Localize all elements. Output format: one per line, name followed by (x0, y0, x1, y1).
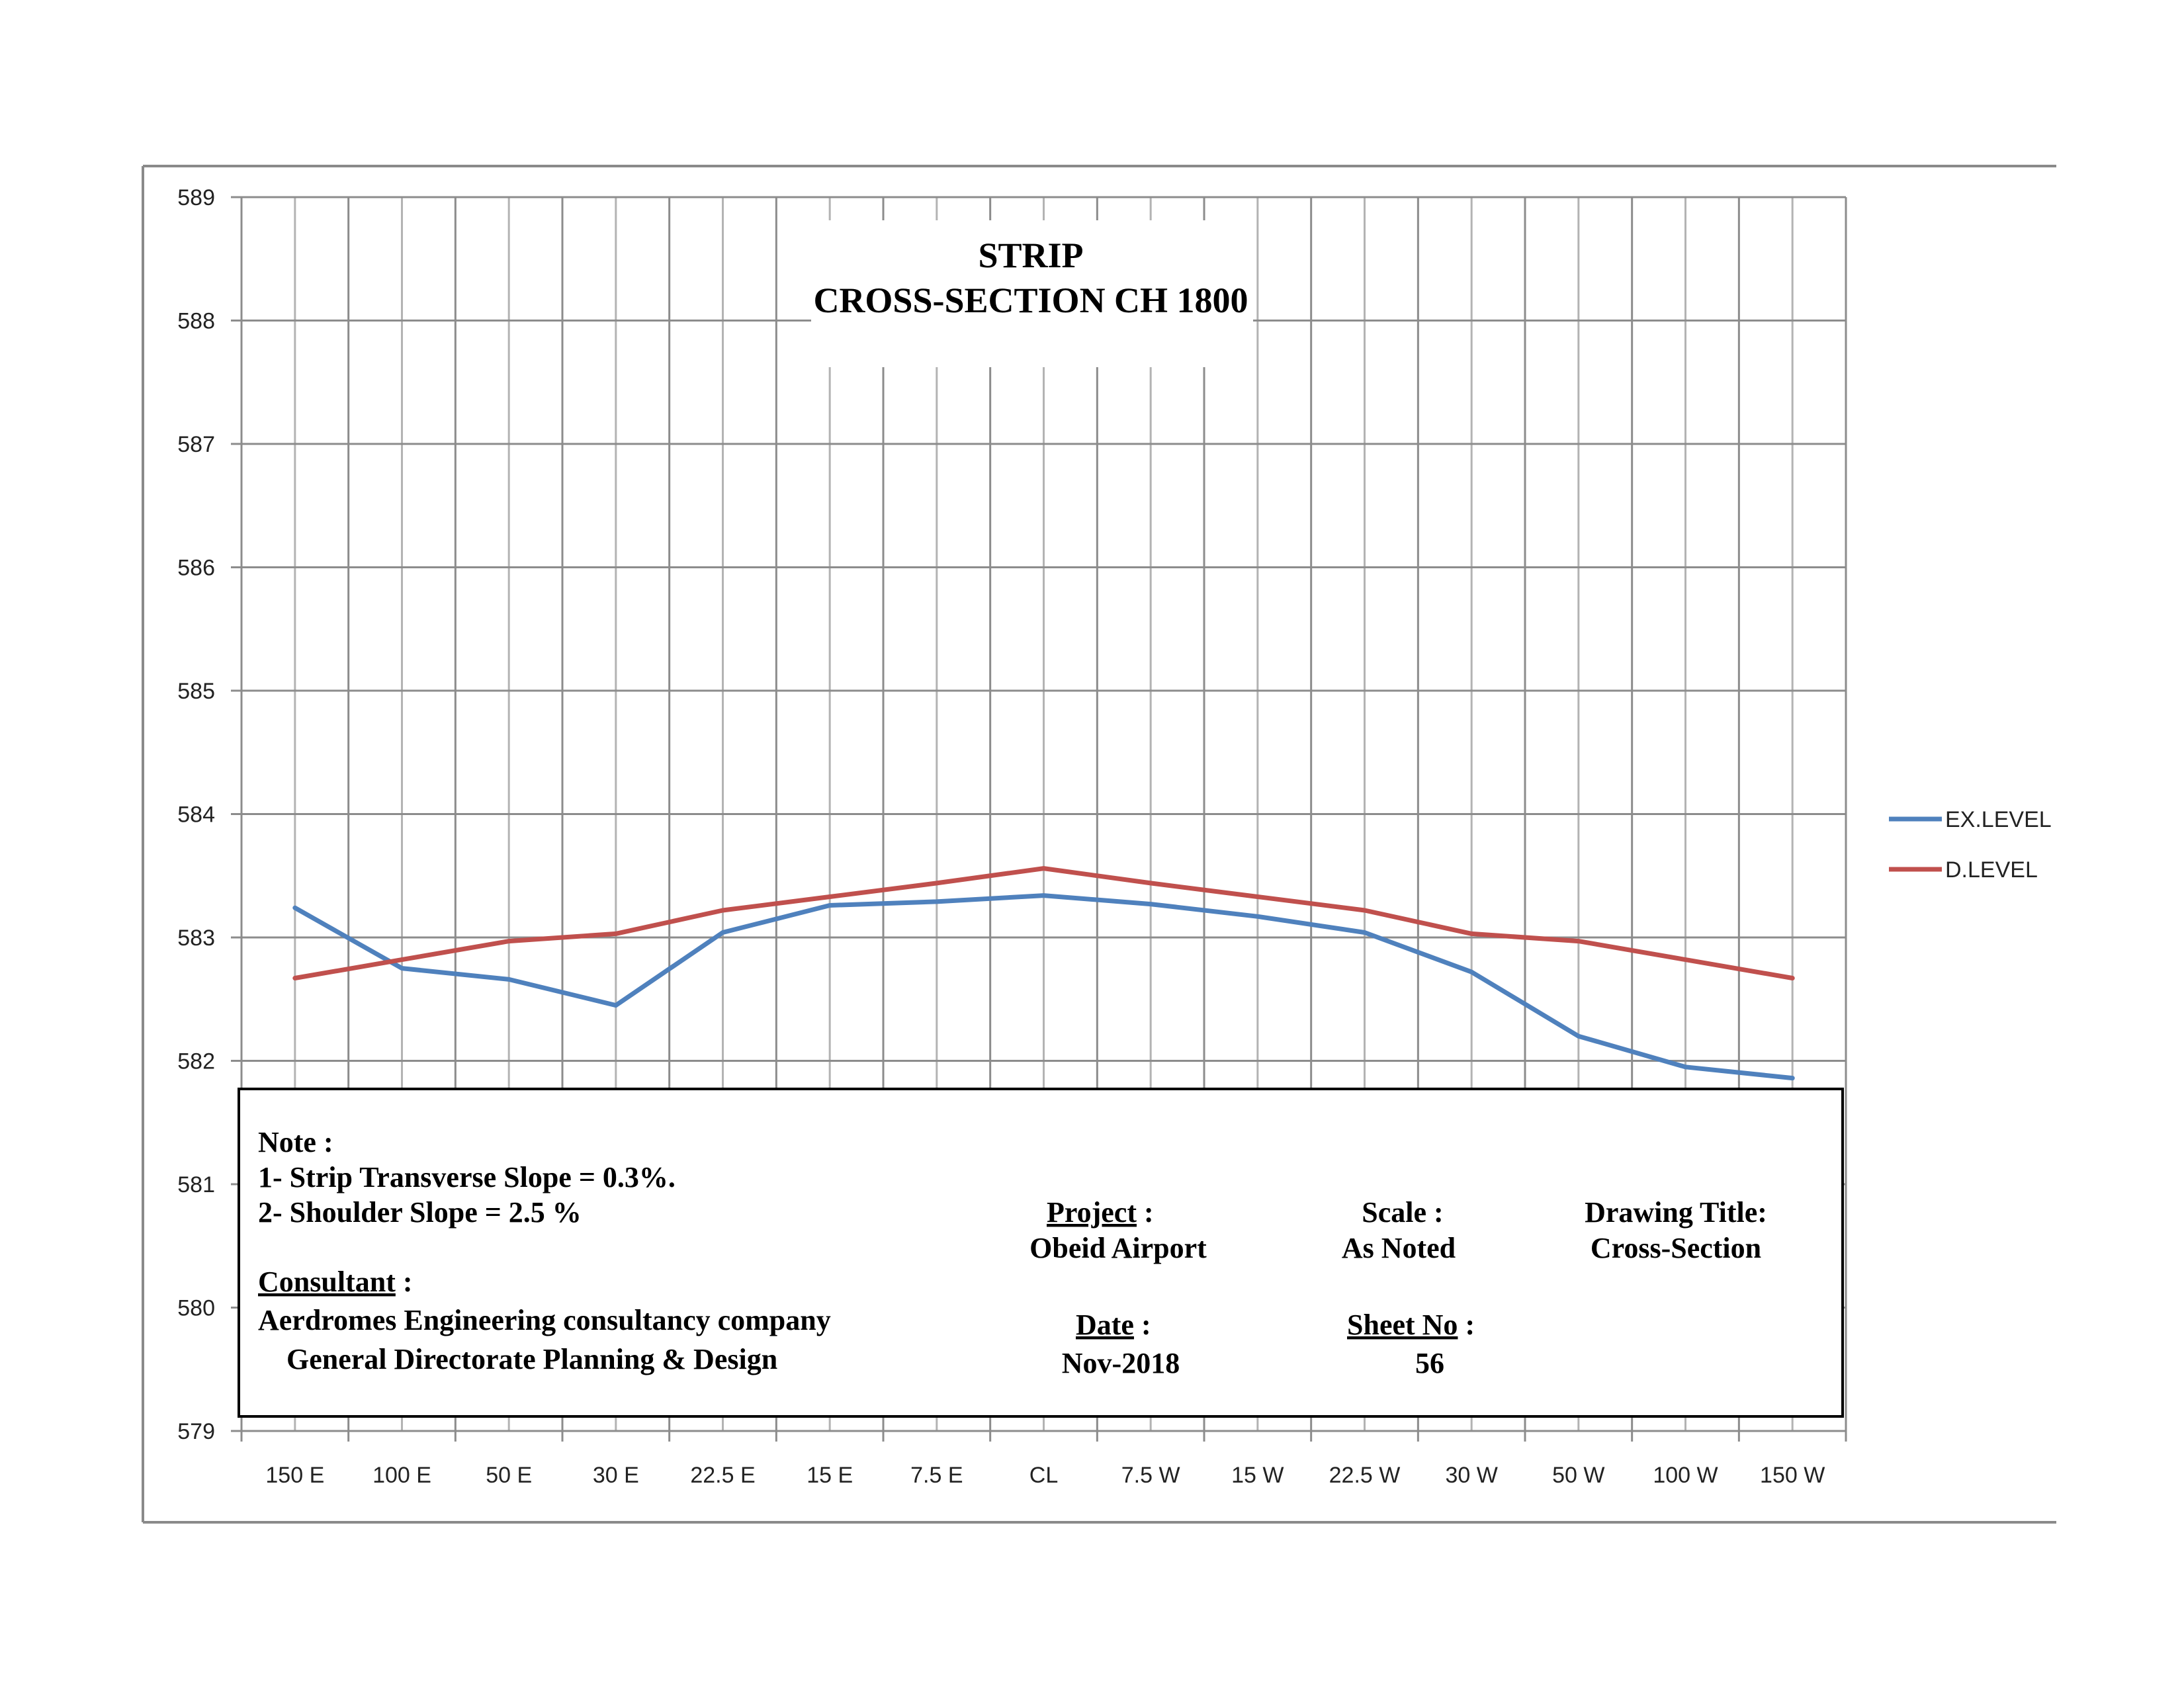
y-tick-label: 585 (177, 679, 215, 704)
sheet-value: 56 (1415, 1347, 1444, 1379)
y-tick-label: 586 (177, 556, 215, 581)
legend-label: D.LEVEL (1945, 857, 2038, 883)
scale-label: Scale : (1362, 1196, 1443, 1229)
consultant-line-2: General Directorate Planning & Design (286, 1343, 777, 1375)
series-line-d-level (292, 866, 1795, 980)
x-tick-label: 22.5 W (1329, 1463, 1401, 1488)
chart-frame (142, 165, 2056, 1524)
y-tick-label: 584 (177, 802, 215, 828)
y-tick-label: 581 (177, 1172, 215, 1197)
consultant-label: Consultant (258, 1266, 396, 1298)
x-tick-label: 100 W (1653, 1463, 1718, 1488)
sheet-label: Sheet No (1347, 1309, 1458, 1341)
x-tick-label: CL (1029, 1463, 1058, 1488)
consultant-colon: : (396, 1266, 413, 1298)
x-tick-label: 22.5 E (690, 1463, 755, 1488)
x-tick-label: 150 W (1760, 1463, 1825, 1488)
date-heading: Date : (1076, 1309, 1151, 1341)
consultant-line-1: Aerdromes Engineering consultancy compan… (258, 1304, 831, 1336)
y-tick-label: 583 (177, 926, 215, 951)
legend: EX.LEVEL D.LEVEL (1889, 807, 2052, 883)
y-tick-label: 589 (177, 185, 215, 210)
project-label: Project (1047, 1196, 1137, 1229)
title-block: Note : 1- Strip Transverse Slope = 0.3%.… (238, 1088, 1844, 1418)
scale-value: As Noted (1342, 1232, 1456, 1264)
y-tick-label: 580 (177, 1296, 215, 1321)
x-tick-label: 100 E (372, 1463, 431, 1488)
x-tick-label: 30 E (593, 1463, 639, 1488)
sheet-heading: Sheet No : (1347, 1309, 1475, 1341)
x-tick-label: 15 E (807, 1463, 853, 1488)
y-tick-label: 588 (177, 309, 215, 334)
project-value: Obeid Airport (1029, 1232, 1207, 1264)
x-tick-label: 50 W (1552, 1463, 1604, 1488)
x-tick-label: 7.5 W (1121, 1463, 1180, 1488)
series-line-ex-level (292, 893, 1795, 1081)
chart-title-line-1: STRIP (978, 236, 1083, 275)
x-tick-label: 15 W (1231, 1463, 1284, 1488)
title-backdrop (811, 220, 1253, 367)
chart-title-line-2: CROSS-SECTION CH 1800 (813, 281, 1248, 320)
x-tick-label: 50 E (486, 1463, 532, 1488)
date-label: Date (1076, 1309, 1134, 1341)
sheet-colon: : (1458, 1309, 1475, 1341)
title-block-frame (238, 1088, 1844, 1418)
x-tick-label: 150 E (265, 1463, 324, 1488)
project-heading: Project : (1047, 1196, 1154, 1229)
axes: 589 588 587 586 585 584 583 582 581 580 579 150 E 10… (177, 185, 1847, 1488)
note-line-2: 2- Shoulder Slope = 2.5 % (258, 1196, 582, 1229)
legend-label: EX.LEVEL (1945, 807, 2052, 832)
note-label: Note : (258, 1126, 333, 1158)
drawing-title-label: Drawing Title: (1585, 1196, 1767, 1229)
x-tick-label: 30 W (1445, 1463, 1497, 1488)
y-tick-label: 587 (177, 432, 215, 457)
project-colon: : (1137, 1196, 1154, 1229)
date-colon: : (1134, 1309, 1151, 1341)
x-tick-label: 7.5 E (910, 1463, 963, 1488)
y-tick-label: 579 (177, 1419, 215, 1444)
drawing-title-value: Cross-Section (1591, 1232, 1761, 1264)
date-value: Nov-2018 (1062, 1347, 1180, 1379)
consultant-heading: Consultant : (258, 1266, 413, 1298)
series-lines (292, 866, 1795, 1081)
note-line-1: 1- Strip Transverse Slope = 0.3%. (258, 1161, 676, 1193)
y-tick-label: 582 (177, 1049, 215, 1074)
